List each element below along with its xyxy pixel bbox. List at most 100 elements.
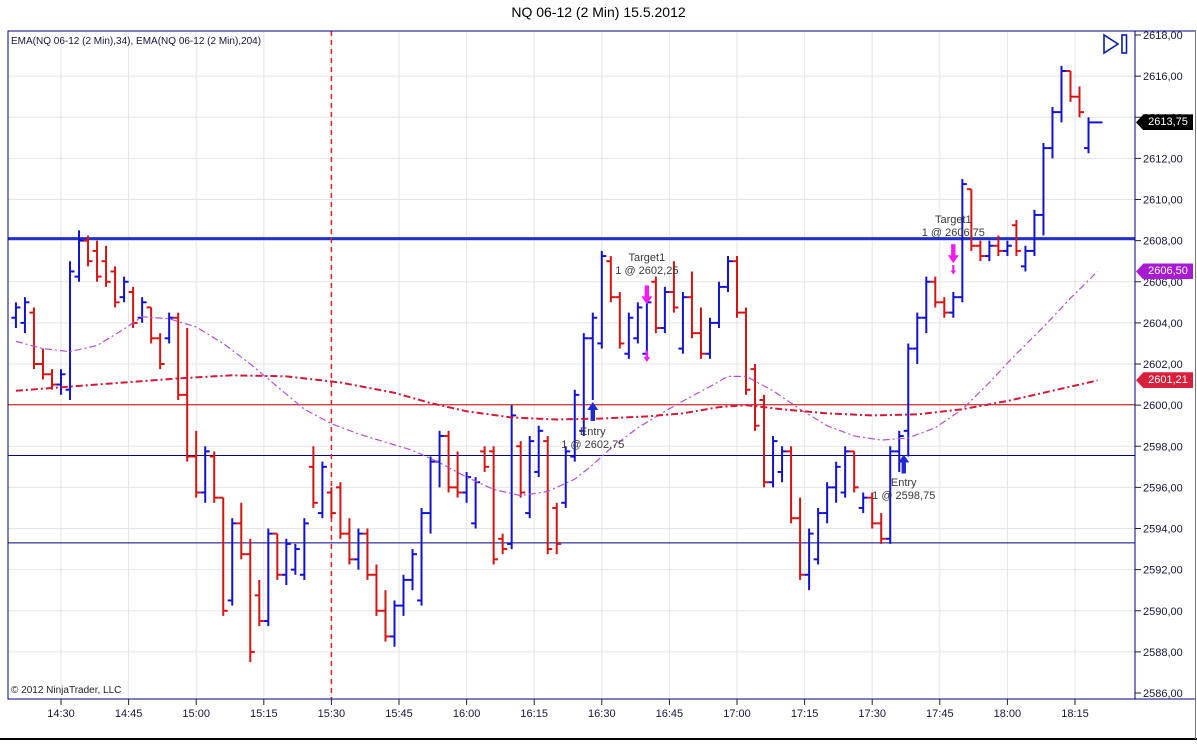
target-arrow-icon [950,265,957,275]
x-axis-label: 14:45 [115,708,143,720]
ohlc-bar [507,405,517,550]
x-axis-label: 16:45 [656,708,684,720]
ohlc-bar [155,333,165,370]
x-axis-label: 17:30 [858,708,886,720]
ohlc-bar [245,538,255,663]
ohlc-bar [1020,245,1030,272]
ohlc-bar [56,369,66,395]
ohlc-bar [317,461,327,519]
ohlc-bar [489,446,499,565]
x-axis-label: 17:00 [723,708,751,720]
ohlc-bar [912,312,922,364]
ohlc-bar [38,348,48,380]
x-axis-label: 16:15 [520,708,548,720]
ohlc-bar [813,507,823,565]
ohlc-bar [597,250,607,349]
chart-title: NQ 06-12 (2 Min) 15.5.2012 [511,4,686,20]
y-axis-label: 2594,00 [1143,524,1183,536]
ohlc-bar [1047,106,1057,159]
ohlc-bar [137,297,147,323]
ohlc-bar [552,502,562,555]
ohlc-bar [335,482,345,539]
entry-annotation-1: Entry 1 @ 2602,75 [561,425,625,451]
ohlc-bar [92,240,102,282]
y-axis-label: 2590,00 [1143,606,1183,618]
ohlc-bar [993,235,1003,257]
ohlc-bar [885,446,895,544]
ohlc-bar [687,271,697,339]
ohlc-bar [471,477,481,529]
ohlc-bar [209,451,219,503]
ohlc-bar [110,266,120,308]
ohlc-bar [579,333,589,436]
ohlc-bar [353,528,363,570]
ohlc-bar [948,292,958,318]
ohlc-bar [236,502,246,560]
ohlc-bar [380,590,390,642]
y-axis-label: 2586,00 [1143,688,1183,700]
x-axis-label: 18:00 [994,708,1022,720]
ohlc-bar [1065,69,1075,102]
ohlc-bar [696,307,706,359]
ohlc-bar [1056,65,1066,123]
ohlc-bar [65,261,75,400]
ohlc-bar [732,256,742,318]
ohlc-bar [389,600,399,647]
ohlc-bar [218,496,228,616]
ohlc-bar [417,507,427,606]
ohlc-bar [173,312,183,400]
ohlc-bar [480,446,490,472]
y-axis-label: 2608,00 [1143,236,1183,248]
ohlc-bar [191,430,201,498]
ohlc-bar [561,446,571,508]
ohlc-bar [1011,220,1021,257]
y-axis-label: 2604,00 [1143,318,1183,330]
ohlc-bar [344,518,354,565]
ohlc-bar [921,276,931,334]
x-axis-label: 16:30 [588,708,616,720]
ohlc-bar [326,487,336,519]
ohlc-bar [759,394,769,488]
ohlc-bar [678,292,688,354]
ohlc-bar [777,446,787,483]
ohlc-bar [435,430,445,488]
ohlc-bar [308,446,318,508]
ohlc-bar [299,518,309,580]
x-axis-label: 18:15 [1061,708,1089,720]
ohlc-bar [714,281,724,329]
ohlc-bar [849,450,859,493]
ohlc-bar [588,312,598,400]
ohlc-bar [750,364,760,431]
ohlc-bar [768,435,778,488]
entry-annotation-2: Entry 1 @ 2598,75 [872,477,936,503]
y-axis-label: 2618,00 [1143,30,1183,42]
ohlc-bar [254,579,264,627]
ohlc-bar [399,574,409,616]
ohlc-bar [786,446,796,524]
ohlc-bar [651,276,661,334]
ohlc-bar [858,492,868,514]
ohlc-bar [11,302,21,329]
ohlc-bar [101,245,111,287]
target-annotation-2: Target1 1 @ 2606,75 [921,213,985,239]
ohlc-bar [957,178,967,303]
x-axis-label: 14:30 [47,708,75,720]
y-axis-label: 2602,00 [1143,359,1183,371]
entry-arrow-icon [587,402,599,422]
ohlc-bar [182,328,192,462]
copyright-label: © 2012 NinjaTrader, LLC [9,685,124,696]
ohlc-bar [290,543,300,575]
x-axis-label: 16:00 [453,708,481,720]
ohlc-bar [795,497,805,580]
skip-to-last-bar-icon[interactable] [1101,33,1131,57]
y-axis-label: 2612,00 [1143,153,1183,165]
y-axis-label: 2592,00 [1143,565,1183,577]
ohlc-bar [200,446,210,503]
x-axis-label: 15:00 [182,708,210,720]
ohlc-bar [615,292,625,349]
target-arrow-icon [947,244,959,264]
ohlc-bar [1029,209,1039,257]
ohlc-bar [1038,142,1048,236]
ohlc-bar [371,564,381,616]
